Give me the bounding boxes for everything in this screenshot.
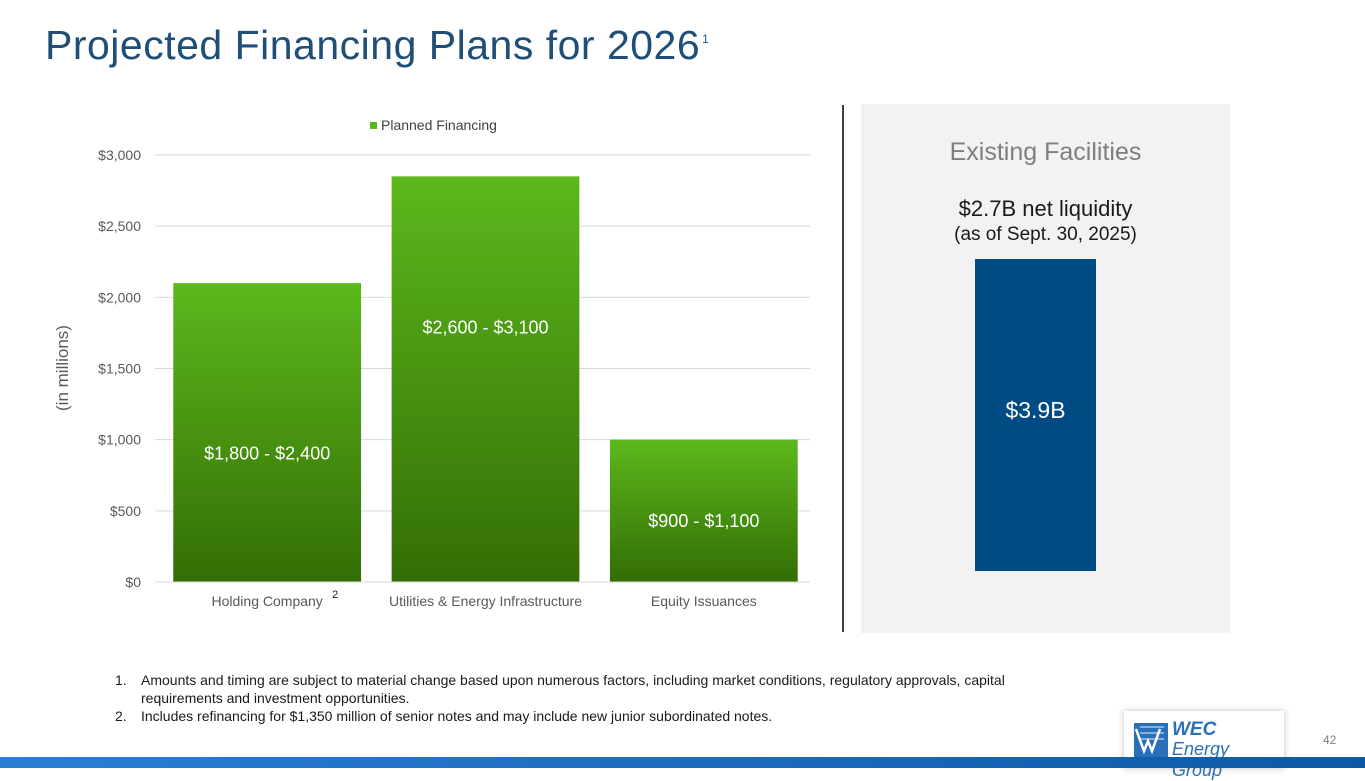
x-category-label: Utilities & Energy Infrastructure <box>389 593 582 609</box>
bar <box>609 439 798 582</box>
category-footnote-marker: 2 <box>332 589 338 601</box>
x-category-label: Equity Issuances <box>651 593 757 609</box>
panel-title: Existing Facilities <box>949 138 1142 166</box>
logo-line1: WEC <box>1172 719 1217 740</box>
footnote-text: Includes refinancing for $1,350 million … <box>141 708 773 724</box>
bar-data-label: $2,600 - $3,100 <box>422 317 548 337</box>
y-tick-label: $3,000 <box>98 147 141 163</box>
y-tick-label: $0 <box>125 574 141 590</box>
footnotes: 1. Amounts and timing are subject to mate… <box>115 671 1015 725</box>
page-title: Projected Financing Plans for 2026 1 <box>45 22 710 68</box>
title-footnote-marker: 1 <box>702 32 710 46</box>
footnote-number: 1. <box>115 672 127 688</box>
section-divider <box>842 105 844 632</box>
financing-bar-chart: $0 $500 $1,000 $1,500 $2,000 $2,500 $3,000 (in … <box>53 117 810 609</box>
y-tick-label: $500 <box>110 503 141 519</box>
facility-bar: $3.9B <box>975 259 1096 571</box>
bar <box>391 176 580 582</box>
footnote-2: 2. Includes refinancing for $1,350 millio… <box>115 707 1015 725</box>
y-tick-label: $2,500 <box>98 218 141 234</box>
bar-data-label: $1,800 - $2,400 <box>204 443 330 463</box>
legend-swatch <box>370 122 377 129</box>
bar-data-label: $900 - $1,100 <box>648 511 759 531</box>
facility-bar-value: $3.9B <box>1005 397 1066 423</box>
page-number: 42 <box>1323 733 1337 747</box>
y-tick-label: $1,000 <box>98 432 141 448</box>
footnote-number: 2. <box>115 708 127 724</box>
x-category-label: Holding Company <box>212 593 323 609</box>
y-tick-label: $2,000 <box>98 289 141 305</box>
y-tick-label: $1,500 <box>98 361 141 377</box>
legend-label: Planned Financing <box>381 117 497 133</box>
existing-facilities-panel: Existing Facilities $2.7B net liquidity … <box>861 104 1230 633</box>
footnote-1: 1. Amounts and timing are subject to mate… <box>115 671 1015 707</box>
footnote-text: Amounts and timing are subject to materi… <box>141 672 1005 706</box>
wec-logo-icon <box>1134 723 1168 757</box>
net-liquidity-label: $2.7B net liquidity <box>958 196 1133 221</box>
y-axis-label: (in millions) <box>53 325 72 411</box>
as-of-date-label: (as of Sept. 30, 2025) <box>954 224 1137 245</box>
bar <box>173 283 362 582</box>
footer-accent-bar <box>0 757 1365 768</box>
